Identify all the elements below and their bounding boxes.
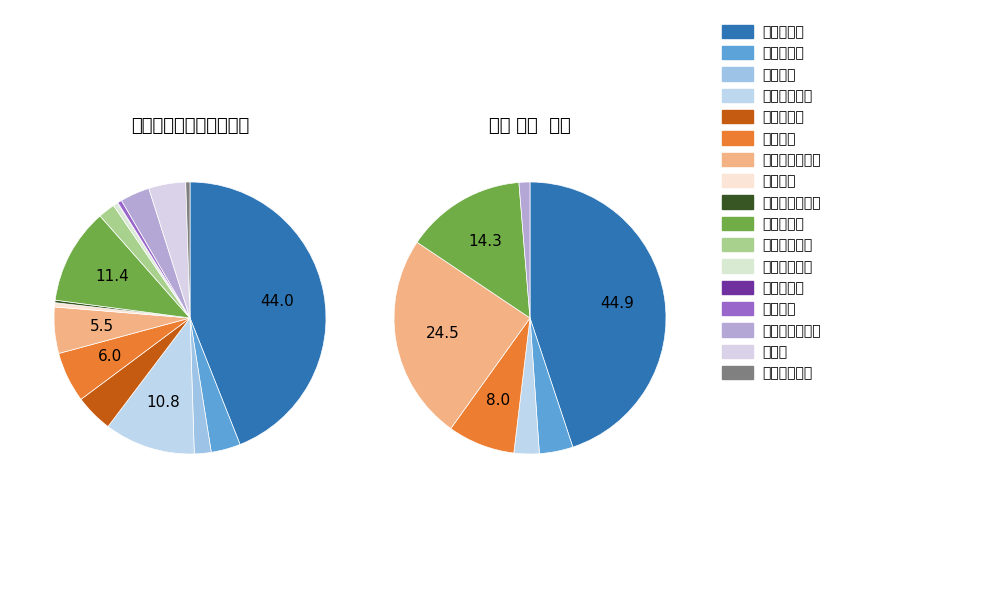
Text: 10.8: 10.8 [146,395,180,410]
Wedge shape [190,318,211,454]
Wedge shape [108,318,194,454]
Wedge shape [59,318,190,400]
Text: 5.5: 5.5 [90,319,114,334]
Legend: ストレート, ツーシーム, シュート, カットボール, スプリット, フォーク, チェンジアップ, シンカー, 高速スライダー, スライダー, 縦スライダー, : ストレート, ツーシーム, シュート, カットボール, スプリット, フォーク,… [722,25,821,380]
Text: 24.5: 24.5 [426,326,460,341]
Wedge shape [55,300,190,318]
Wedge shape [530,318,573,454]
Wedge shape [190,318,240,452]
Wedge shape [186,182,190,318]
Text: 44.9: 44.9 [600,296,634,311]
Text: 11.4: 11.4 [95,269,129,284]
Wedge shape [417,182,530,318]
Wedge shape [394,242,530,428]
Wedge shape [530,182,666,447]
Text: 44.0: 44.0 [260,294,294,309]
Text: 6.0: 6.0 [98,349,123,364]
Text: 8.0: 8.0 [486,393,510,408]
Wedge shape [451,318,530,453]
Wedge shape [118,200,190,318]
Wedge shape [190,182,326,445]
Wedge shape [54,307,190,353]
Wedge shape [117,203,190,318]
Text: 14.3: 14.3 [468,234,502,249]
Wedge shape [122,188,190,318]
Wedge shape [55,216,190,318]
Wedge shape [519,182,530,318]
Wedge shape [81,318,190,427]
Wedge shape [54,302,190,318]
Wedge shape [514,318,539,454]
Title: セ・リーグ全プレイヤー: セ・リーグ全プレイヤー [131,118,249,136]
Wedge shape [100,206,190,318]
Title: 坂本 勇人  選手: 坂本 勇人 選手 [489,118,571,136]
Wedge shape [114,203,190,318]
Wedge shape [149,182,190,318]
